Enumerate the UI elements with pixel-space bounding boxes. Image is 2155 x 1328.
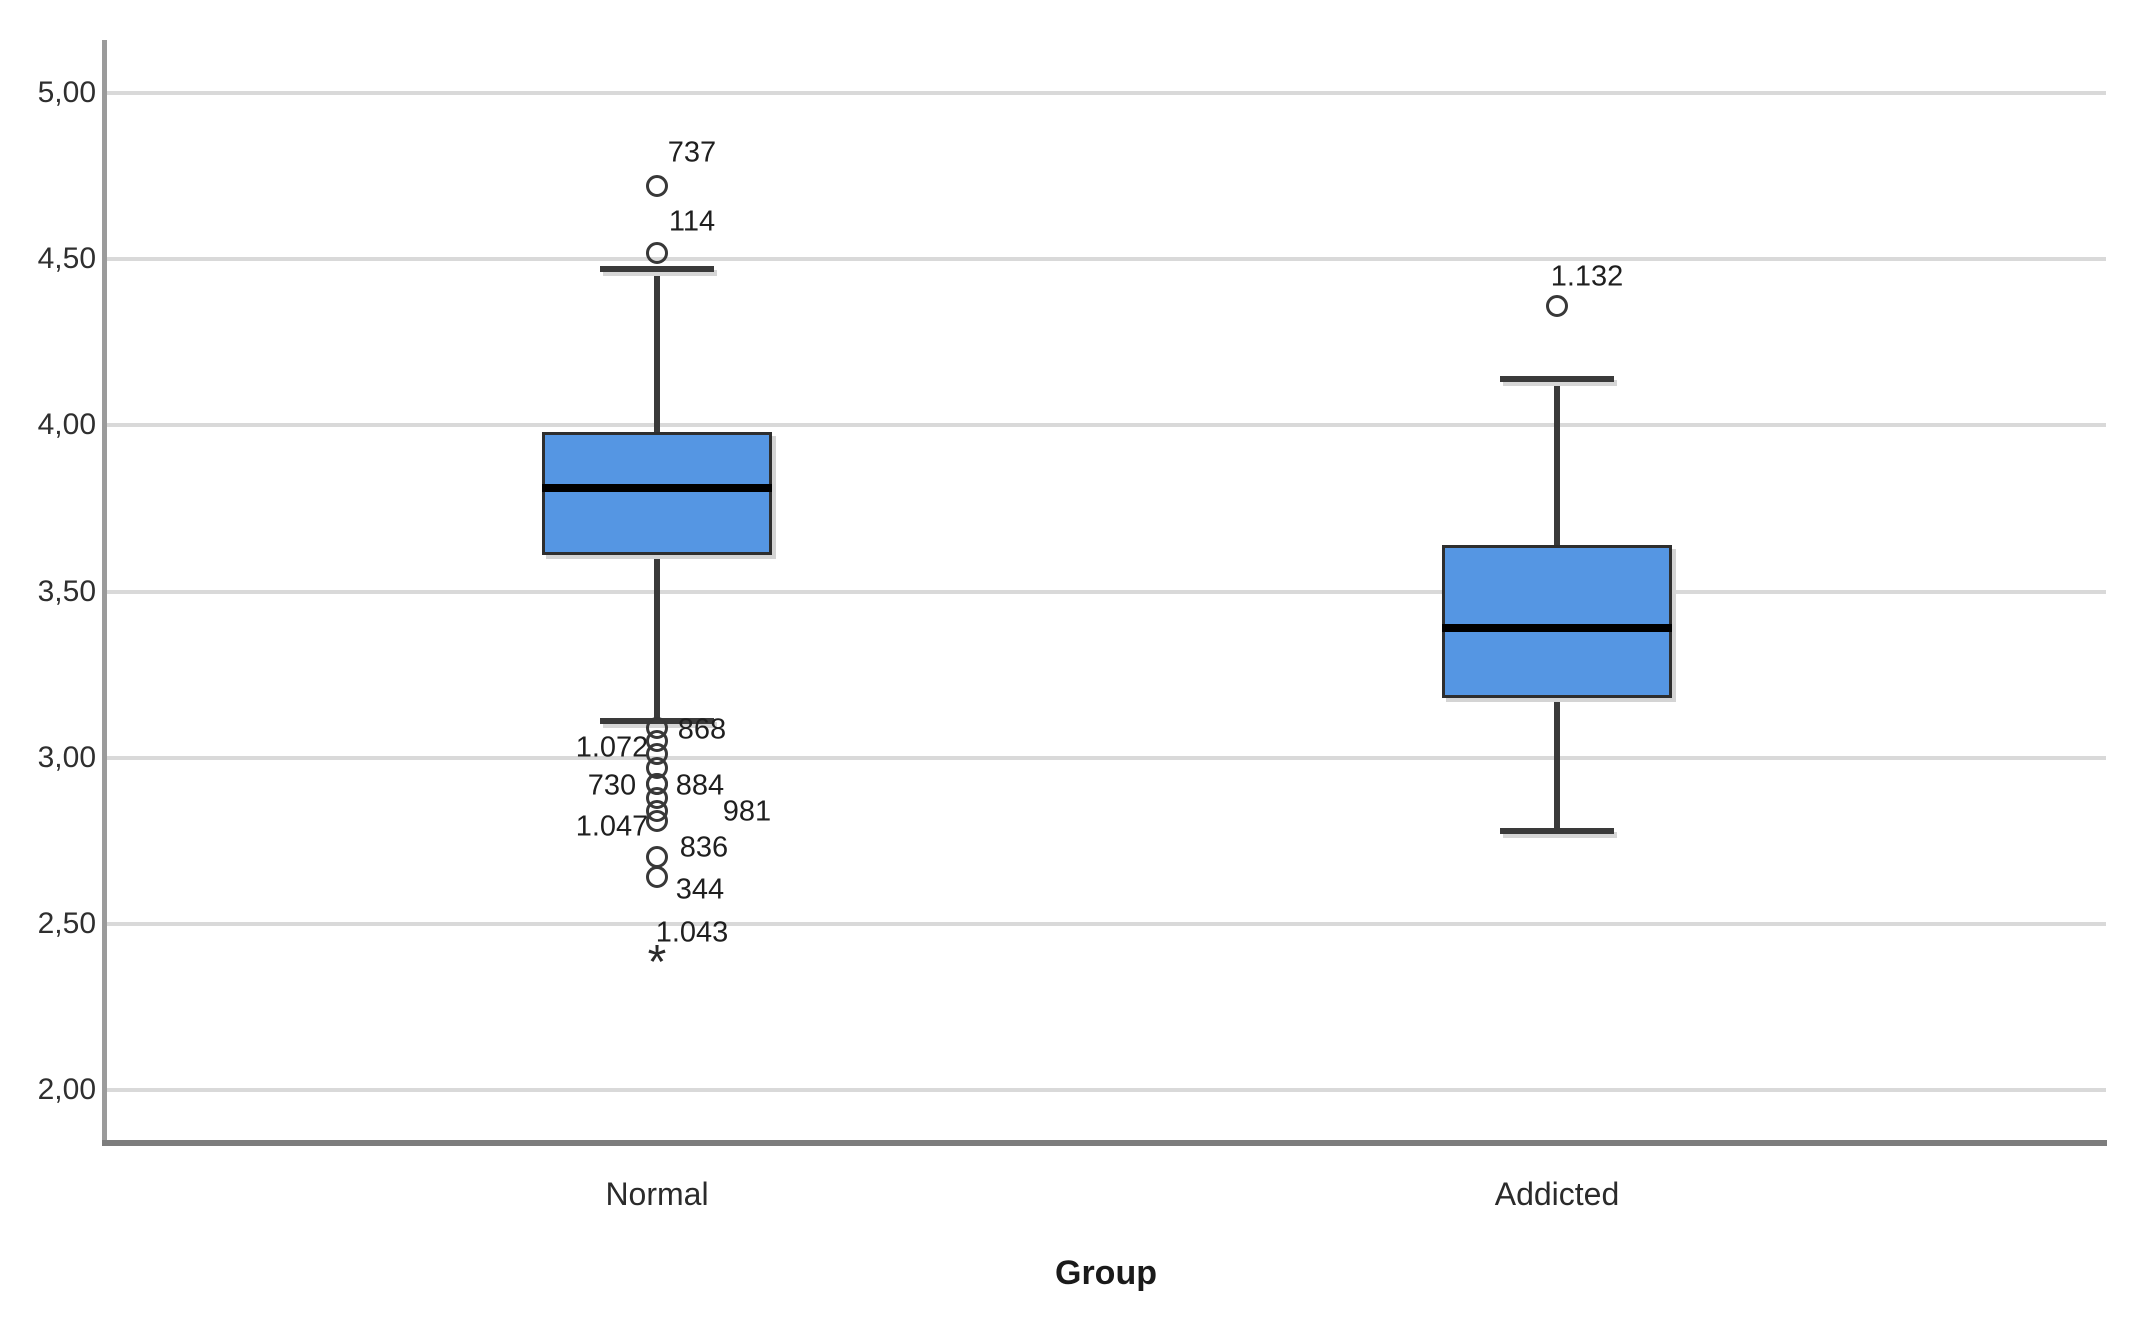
outlier-label: 730 [587, 769, 637, 802]
y-axis-line [102, 40, 107, 1146]
gridline [107, 921, 2106, 926]
x-category-label: Normal [605, 1176, 709, 1212]
outlier-label: 1.072 [575, 731, 649, 764]
y-tick-label: 2,50 [37, 906, 96, 940]
extreme-asterisk: * [647, 935, 667, 989]
outlier-label: 836 [679, 831, 729, 864]
median-line [1442, 624, 1672, 633]
outlier-label: 344 [675, 873, 725, 906]
outlier-circle [646, 809, 668, 832]
gridline [107, 1088, 2106, 1092]
outlier-label: 737 [667, 136, 717, 169]
outlier-label: 1.047 [575, 810, 649, 843]
upper-whisker-line [1554, 378, 1560, 545]
lower-whisker-line [654, 554, 660, 722]
outlier-label: 868 [677, 713, 727, 746]
upper-whisker-line [654, 269, 660, 432]
lower-whisker-cap [1500, 827, 1614, 834]
x-category-label: Addicted [1494, 1176, 1620, 1212]
outlier-label: 981 [722, 795, 772, 828]
y-tick-label: 5,00 [37, 76, 96, 109]
x-axis-title: Group [1055, 1254, 1157, 1292]
outlier-circle [1546, 294, 1568, 317]
upper-whisker-cap [600, 266, 714, 273]
outlier-circle [646, 241, 668, 264]
y-tick-label: 3,00 [37, 740, 96, 774]
gridline [107, 91, 2106, 95]
outlier-label: 114 [668, 205, 716, 238]
outlier-circle [646, 866, 668, 889]
outlier-circle [646, 175, 668, 198]
x-axis-line [102, 1140, 2107, 1146]
outlier-circle [646, 846, 668, 869]
lower-whisker-line [1554, 697, 1560, 831]
upper-whisker-cap [1500, 375, 1614, 382]
y-tick-label: 4,50 [37, 242, 96, 276]
box-iqr [542, 431, 772, 555]
y-tick-label: 2,00 [37, 1073, 96, 1106]
outlier-label: 1.043 [655, 916, 729, 949]
box-iqr [1442, 544, 1672, 698]
gridline [107, 755, 2106, 760]
gridline [107, 257, 2106, 262]
median-line [542, 484, 772, 493]
y-tick-label: 3,50 [37, 574, 96, 608]
outlier-label: 884 [675, 769, 725, 802]
y-tick-label: 4,00 [37, 408, 96, 442]
gridline [107, 589, 2106, 594]
gridline [107, 423, 2106, 428]
outlier-label: 1.132 [1550, 260, 1624, 293]
